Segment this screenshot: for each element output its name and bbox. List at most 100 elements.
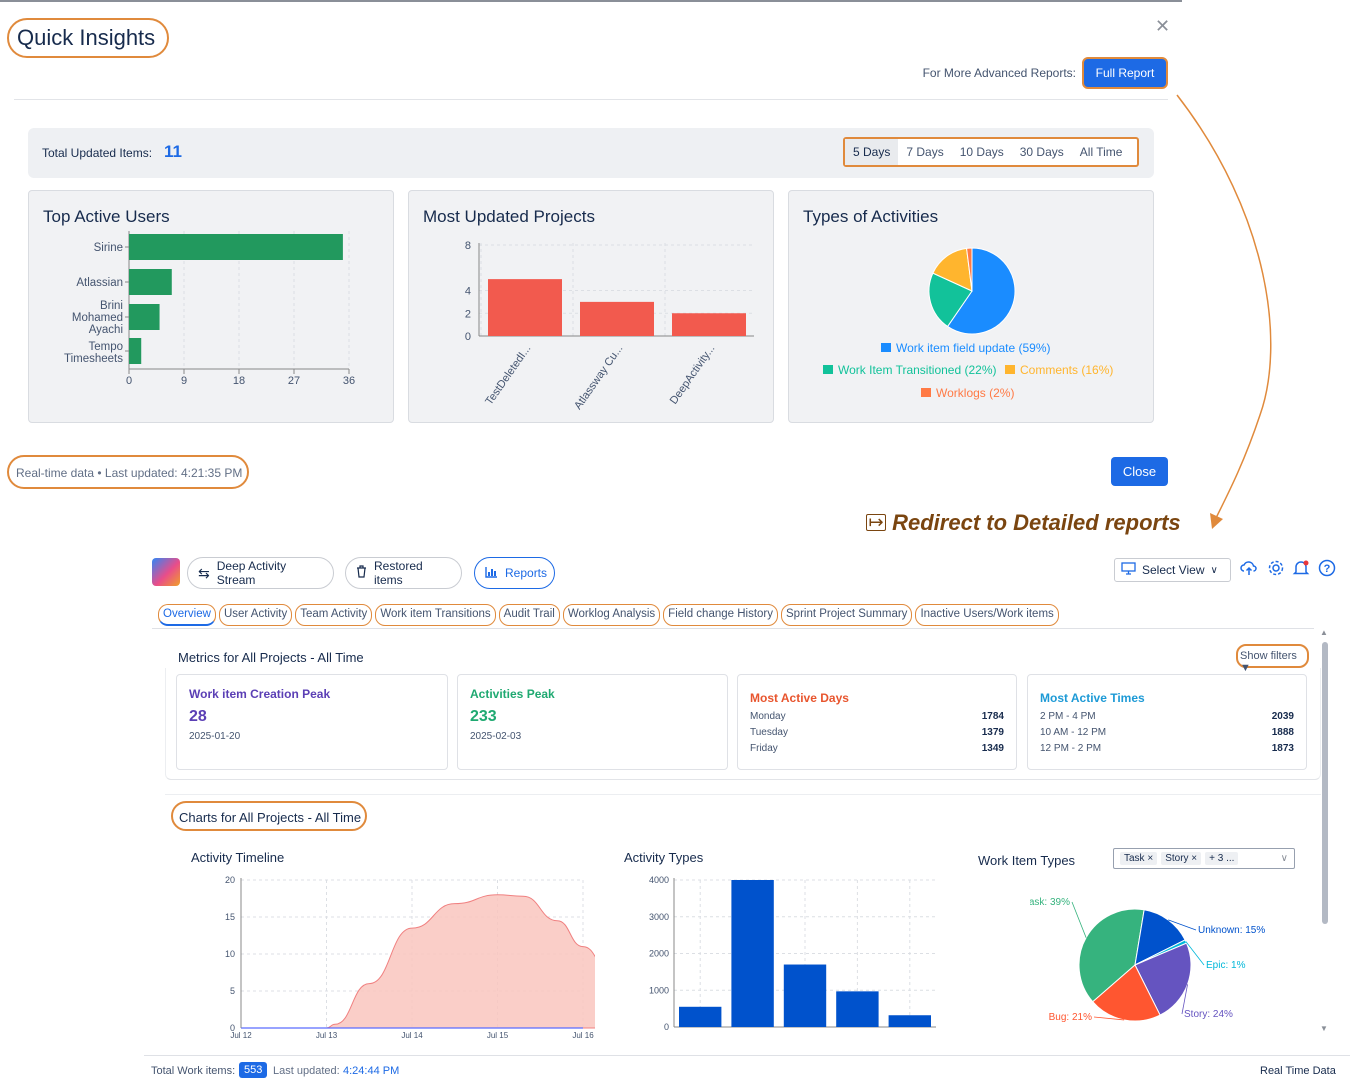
close-icon[interactable]: ✕ [1155,16,1171,36]
tab-overview[interactable]: Overview [158,604,216,626]
bar [672,313,746,336]
activity-timeline-chart: 0 5 10 15 20 Jul 12 Jul 13 Jul 14 Jul 15 Jul 16 [225,875,595,1040]
tab-team-activity[interactable]: Team Activity [295,604,373,626]
charts-title: Charts for All Projects - All Time [171,801,367,831]
y-tick-label: 15 [225,912,235,922]
slice-label: Bug: 21% [1049,1012,1092,1023]
metric-row: 2 PM - 4 PM 2039 [1040,711,1294,722]
bar [580,301,654,336]
callout-line [1181,984,1188,1015]
x-tick-label: Jul 13 [316,1031,338,1040]
legend-swatch [921,388,931,397]
y-tick-label-line: Brini [100,300,123,312]
cloud-upload-icon[interactable] [1240,559,1260,579]
y-tick-label: 1000 [649,985,669,995]
deep-activity-stream-button[interactable]: ⇆ Deep Activity Stream [187,557,334,589]
tab-worklog-analysis[interactable]: Worklog Analysis [562,604,661,626]
close-button[interactable]: Close [1111,457,1168,486]
tab-user-activity[interactable]: User Activity [218,604,293,626]
divider [14,99,1168,100]
x-tick-label: 0 [126,375,132,387]
tab-work-item-transitions[interactable]: Work item Transitions [375,604,496,626]
filter-chip-more[interactable]: + 3 ... [1205,852,1239,865]
y-tick-label: 3000 [649,912,669,922]
callout-line [1071,901,1087,938]
bar [488,279,562,336]
x-tick-label: Jul 14 [401,1031,423,1040]
chevron-down-icon: ∨ [1280,853,1288,864]
y-tick-label: 0 [465,331,471,343]
tab-sprint-project-summary[interactable]: Sprint Project Summary [781,604,913,626]
summary-bar: Total Updated Items: 11 5 Days 7 Days 10… [28,128,1154,178]
full-report-button[interactable]: Full Report [1082,57,1168,89]
legend-swatch [881,343,891,352]
legend-swatch [1005,365,1015,374]
pie-slice [946,247,1016,335]
metrics-title: Metrics for All Projects - All Time [178,650,364,665]
y-tick-label: 0 [664,1022,669,1032]
slice-label: Story: 24% [1184,1009,1233,1020]
footer-updated-label: Last updated: [273,1065,340,1077]
reports-button[interactable]: Reports [474,557,555,589]
total-updated-label: Total Updated Items: [42,146,153,160]
metric-row: 12 PM - 2 PM 1873 [1040,743,1294,754]
redirect-arrow [1176,94,1272,529]
work-item-type-filter[interactable]: Task × Story × + 3 ... ∨ [1113,848,1295,869]
tab-inactive-users[interactable]: Inactive Users/Work items [915,604,1059,626]
range-all-time[interactable]: All Time [1079,145,1123,159]
footer [144,1055,1350,1080]
range-5-days[interactable]: 5 Days [845,139,899,165]
bar [129,338,142,364]
bell-icon[interactable] [1292,559,1312,579]
top-border [0,0,1182,2]
callout-line [1185,941,1205,966]
redirect-label: ↦ Redirect to Detailed reports [866,510,1181,536]
legend-label: Work Item Transitioned (22%) [838,363,997,377]
chart-title: Activity Types [624,850,704,865]
metric-creation-peak: Work item Creation Peak 28 2025-01-20 [176,674,448,770]
slice-label: Epic: 1% [1206,960,1246,971]
x-tick-label: 36 [343,375,355,387]
swap-arrows-icon: ⇆ [198,564,210,581]
legend-label: Work item field update (59%) [896,341,1051,355]
x-tick-label: 9 [181,375,187,387]
select-view-dropdown[interactable]: Select View ∨ [1114,558,1231,582]
range-10-days[interactable]: 10 Days [959,145,1004,159]
chart-title: Work Item Types [978,853,1076,868]
x-tick-label: Atlassway Cu... [572,343,625,412]
x-tick-label: Jul 15 [487,1031,509,1040]
gear-icon[interactable] [1267,559,1287,579]
filter-chip[interactable]: Task × [1120,852,1158,865]
bar [129,269,172,295]
metric-most-active-times: Most Active Times 2 PM - 4 PM 2039 10 AM … [1027,674,1307,770]
help-icon[interactable]: ? [1318,559,1338,579]
card-title: Types of Activities [803,207,939,226]
types-of-activities-chart: Work item field update (59%) Work Item Tr… [823,247,1113,400]
tab-audit-trail[interactable]: Audit Trail [498,604,560,626]
footer-realtime: Real Time Data [1260,1065,1336,1077]
metric-row: Friday 1349 [750,743,1004,754]
chart-icon [485,566,498,581]
tab-field-change-history[interactable]: Field change History [663,604,778,626]
dialog-title: Quick Insights [7,18,169,58]
y-tick-label-line: Mohamed [72,312,123,324]
time-range-selector: 5 Days 7 Days 10 Days 30 Days All Time [843,137,1139,167]
top-active-users-card: Top Active Users 0 9 18 27 36 Sirine Atlassi… [28,190,394,423]
scrollbar-thumb[interactable] [1322,642,1328,924]
pie-slice [965,247,973,292]
y-tick-label: 2 [465,308,471,320]
y-tick-label: 4000 [649,875,669,885]
metric-title: Activities Peak [470,687,555,701]
range-7-days[interactable]: 7 Days [906,145,944,159]
realtime-status: Real-time data • Last updated: 4:21:35 P… [7,455,249,489]
show-filters-button[interactable]: Show filters ▼ [1236,644,1309,674]
metric-most-active-days: Most Active Days Monday 1784 Tuesday 1379 … [737,674,1017,770]
restored-items-button[interactable]: Restored items [345,557,462,589]
pie-slice [1092,964,1161,1022]
scrollbar[interactable]: ▲ ▼ [1320,628,1328,1033]
filter-chip[interactable]: Story × [1161,852,1202,865]
redirect-icon: ↦ [866,513,886,531]
chart-title: Activity Timeline [191,850,285,865]
range-30-days[interactable]: 30 Days [1019,145,1064,159]
footer-total-label: Total Work items: [151,1065,236,1077]
